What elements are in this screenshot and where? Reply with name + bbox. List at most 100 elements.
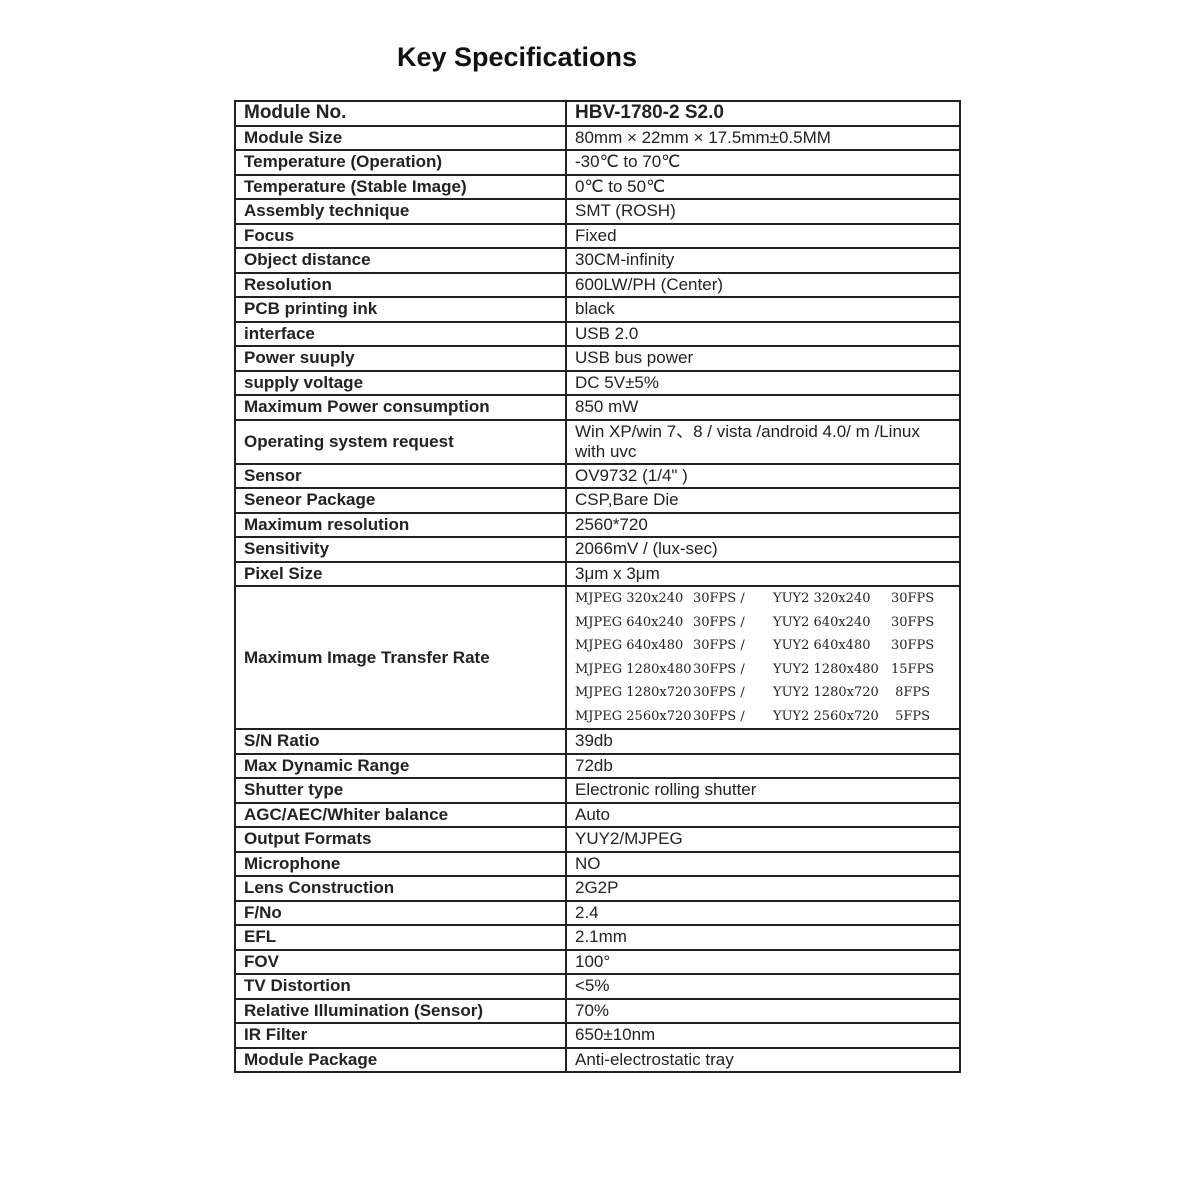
- spec-value: 650±10nm: [565, 1022, 961, 1049]
- transfer-rate-cell: 30FPS /: [693, 685, 745, 700]
- table-row: EFL 2.1mm: [234, 924, 961, 951]
- spec-key: Maximum Power consumption: [234, 394, 567, 421]
- spec-value: 600LW/PH (Center): [565, 271, 961, 298]
- spec-key: Focus: [234, 222, 567, 249]
- spec-key: EFL: [234, 924, 567, 951]
- transfer-rate-cell: 30FPS /: [693, 638, 745, 653]
- transfer-rate-cell: 8FPS: [891, 685, 931, 700]
- transfer-rate-list: MJPEG 320x240 30FPS / YUY2 320x240 30FPS MJP…: [565, 585, 961, 730]
- spec-key: Module No.: [234, 100, 567, 127]
- transfer-rate-cell: YUY2 1280x480: [773, 661, 879, 677]
- spec-key: Operating system request: [234, 418, 567, 465]
- spec-value: 100°: [565, 948, 961, 975]
- spec-key: Temperature (Operation): [234, 149, 567, 176]
- table-row: Power suuply USB bus power: [234, 345, 961, 372]
- table-row: Maximum resolution 2560*720: [234, 511, 961, 538]
- transfer-rate-cell: 15FPS: [891, 661, 935, 677]
- spec-key: Maximum resolution: [234, 511, 567, 538]
- table-row: PCB printing ink black: [234, 296, 961, 323]
- transfer-rate-cell: YUY2 2560x720: [773, 708, 879, 724]
- spec-key: supply voltage: [234, 369, 567, 396]
- spec-value: Win XP/win 7、8 / vista /android 4.0/ m /…: [565, 418, 961, 465]
- transfer-rate-line: MJPEG 640x240 30FPS / YUY2 640x240 30FPS: [575, 611, 951, 635]
- spec-value: NO: [565, 850, 961, 877]
- spec-value: 80mm × 22mm × 17.5mm±0.5MM: [565, 124, 961, 151]
- spec-value: DC 5V±5%: [565, 369, 961, 396]
- spec-value: 70%: [565, 997, 961, 1024]
- transfer-rate-cell: 5FPS: [891, 708, 931, 724]
- spec-value: Anti-electrostatic tray: [565, 1046, 961, 1073]
- table-row: Assembly technique SMT (ROSH): [234, 198, 961, 225]
- spec-key: Sensor: [234, 462, 567, 489]
- transfer-rate-cell: MJPEG 640x480: [575, 638, 684, 653]
- transfer-rate-cell: 30FPS /: [693, 708, 745, 724]
- transfer-rate-cell: YUY2 1280x720: [773, 685, 879, 700]
- spec-value: -30℃ to 70℃: [565, 149, 961, 176]
- transfer-rate-cell: YUY2 320x240: [773, 591, 871, 606]
- spec-key: Lens Construction: [234, 875, 567, 902]
- table-row: Object distance 30CM-infinity: [234, 247, 961, 274]
- spec-key: Power suuply: [234, 345, 567, 372]
- spec-key: PCB printing ink: [234, 296, 567, 323]
- spec-value: USB bus power: [565, 345, 961, 372]
- table-row: Module Package Anti-electrostatic tray: [234, 1046, 961, 1073]
- spec-key: Object distance: [234, 247, 567, 274]
- spec-key: FOV: [234, 948, 567, 975]
- table-row: FOV 100°: [234, 948, 961, 975]
- transfer-rate-cell: 30FPS: [891, 614, 935, 630]
- spec-value: 2066mV / (lux-sec): [565, 536, 961, 563]
- transfer-rate-cell: MJPEG 1280x720: [575, 685, 692, 700]
- table-row: F/No 2.4: [234, 899, 961, 926]
- spec-value: Auto: [565, 801, 961, 828]
- table-row: Lens Construction 2G2P: [234, 875, 961, 902]
- spec-value: <5%: [565, 973, 961, 1000]
- transfer-rate-cell: YUY2 640x480: [773, 638, 871, 653]
- spec-key: Sensitivity: [234, 536, 567, 563]
- spec-value: 2G2P: [565, 875, 961, 902]
- spec-key: F/No: [234, 899, 567, 926]
- spec-key: Microphone: [234, 850, 567, 877]
- spec-key: S/N Ratio: [234, 728, 567, 755]
- spec-value: OV9732 (1/4" ): [565, 462, 961, 489]
- spec-key: Temperature (Stable Image): [234, 173, 567, 200]
- transfer-rate-cell: 30FPS: [891, 591, 935, 606]
- spec-key: Pixel Size: [234, 560, 567, 587]
- transfer-rate-line: MJPEG 2560x72030FPS / YUY2 2560x720 5FPS: [575, 705, 951, 728]
- transfer-rate-cell: YUY2 640x240: [773, 614, 871, 630]
- spec-value: USB 2.0: [565, 320, 961, 347]
- table-header-row: Module No. HBV-1780-2 S2.0: [234, 100, 961, 127]
- table-row: Pixel Size 3μm x 3μm: [234, 560, 961, 587]
- spec-value: 39db: [565, 728, 961, 755]
- table-row: Microphone NO: [234, 850, 961, 877]
- transfer-rate-cell: MJPEG 320x240: [575, 591, 684, 606]
- spec-key: interface: [234, 320, 567, 347]
- table-row: Sensor OV9732 (1/4" ): [234, 462, 961, 489]
- spec-value: HBV-1780-2 S2.0: [565, 100, 961, 127]
- spec-value: 30CM-infinity: [565, 247, 961, 274]
- spec-key: Assembly technique: [234, 198, 567, 225]
- spec-value: 3μm x 3μm: [565, 560, 961, 587]
- table-row: supply voltage DC 5V±5%: [234, 369, 961, 396]
- spec-key: Shutter type: [234, 777, 567, 804]
- table-row: Operating system request Win XP/win 7、8 /…: [234, 418, 961, 465]
- table-row: AGC/AEC/Whiter balance Auto: [234, 801, 961, 828]
- table-row: Shutter type Electronic rolling shutter: [234, 777, 961, 804]
- table-row: Temperature (Operation) -30℃ to 70℃: [234, 149, 961, 176]
- table-row: Seneor Package CSP,Bare Die: [234, 487, 961, 514]
- spec-key: Output Formats: [234, 826, 567, 853]
- transfer-rate-line: MJPEG 320x240 30FPS / YUY2 320x240 30FPS: [575, 588, 951, 611]
- transfer-rate-line: MJPEG 1280x72030FPS / YUY2 1280x720 8FPS: [575, 681, 951, 705]
- table-row: Maximum Power consumption 850 mW: [234, 394, 961, 421]
- transfer-rate-row: Maximum Image Transfer Rate MJPEG 320x240…: [234, 585, 961, 730]
- spec-key: Seneor Package: [234, 487, 567, 514]
- table-row: Sensitivity 2066mV / (lux-sec): [234, 536, 961, 563]
- spec-value: Electronic rolling shutter: [565, 777, 961, 804]
- spec-key: Relative Illumination (Sensor): [234, 997, 567, 1024]
- spec-value: 2.1mm: [565, 924, 961, 951]
- spec-key: Max Dynamic Range: [234, 752, 567, 779]
- spec-value: 2.4: [565, 899, 961, 926]
- spec-value: 0℃ to 50℃: [565, 173, 961, 200]
- table-row: Resolution 600LW/PH (Center): [234, 271, 961, 298]
- page-title: Key Specifications: [396, 42, 638, 72]
- table-row: Focus Fixed: [234, 222, 961, 249]
